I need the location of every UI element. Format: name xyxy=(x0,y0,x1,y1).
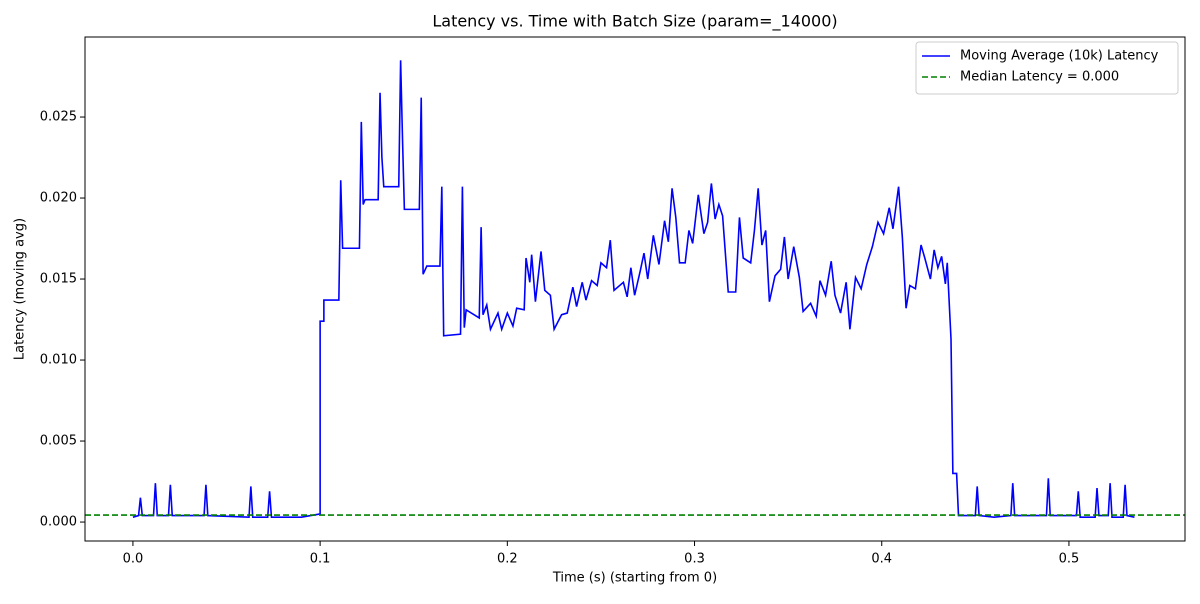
chart-title: Latency vs. Time with Batch Size (param=… xyxy=(432,12,837,32)
y-tick-label: 0.010 xyxy=(40,353,77,368)
plot-frame xyxy=(84,36,1186,542)
legend-label: Median Latency = 0.000 xyxy=(960,70,1119,85)
y-tick-label: 0.005 xyxy=(40,434,77,449)
x-tick-label: 0.5 xyxy=(1059,552,1080,567)
legend-label: Moving Average (10k) Latency xyxy=(960,49,1159,64)
y-tick-label: 0.020 xyxy=(40,191,77,206)
y-axis-label: Latency (moving avg) xyxy=(13,218,28,360)
x-axis-label: Time (s) (starting from 0) xyxy=(552,571,717,586)
x-tick-label: 0.3 xyxy=(684,552,705,567)
x-tick-label: 0.0 xyxy=(123,552,144,567)
x-tick-label: 0.1 xyxy=(310,552,331,567)
x-tick-label: 0.4 xyxy=(871,552,892,567)
x-tick-label: 0.2 xyxy=(497,552,518,567)
y-tick-label: 0.015 xyxy=(40,272,77,287)
legend-box xyxy=(915,41,1179,95)
y-tick-label: 0.000 xyxy=(40,515,77,530)
data-line xyxy=(132,60,1135,519)
y-tick-label: 0.025 xyxy=(40,110,77,125)
